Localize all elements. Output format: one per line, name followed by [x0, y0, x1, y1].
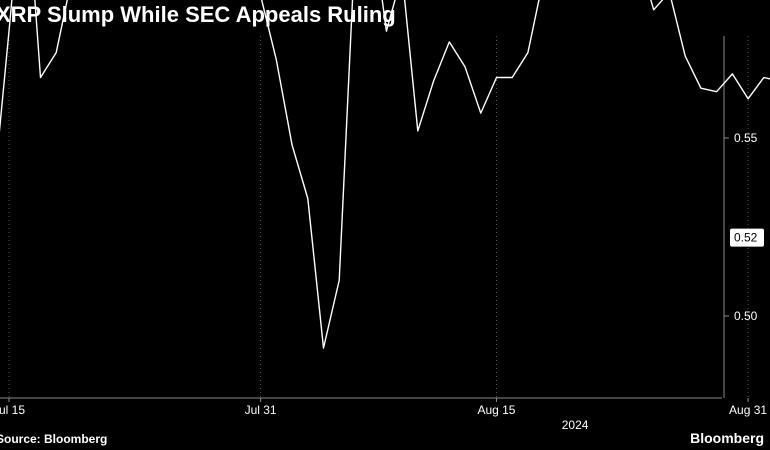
x-tick-label: Aug 15	[477, 403, 515, 417]
last-value-label: 0.52	[730, 228, 764, 247]
price-line	[0, 0, 770, 349]
source-note: Source: Bloomberg	[0, 432, 108, 446]
x-tick-label: Jul 15	[0, 403, 25, 417]
bloomberg-logo: Bloomberg	[690, 430, 764, 446]
y-tick-label: 0.50	[734, 309, 758, 323]
x-tick-label: Jul 31	[245, 403, 277, 417]
last-value-box	[730, 228, 764, 247]
grid-lines	[0, 36, 749, 399]
y-tick-label: 0.55	[734, 131, 758, 145]
y-axis-ticks: 0.500.550.600.65	[724, 131, 758, 323]
x-axis-year-label: 2024	[562, 418, 589, 432]
x-tick-label: Aug 31	[729, 403, 767, 417]
last-value-text: 0.52	[734, 231, 758, 245]
